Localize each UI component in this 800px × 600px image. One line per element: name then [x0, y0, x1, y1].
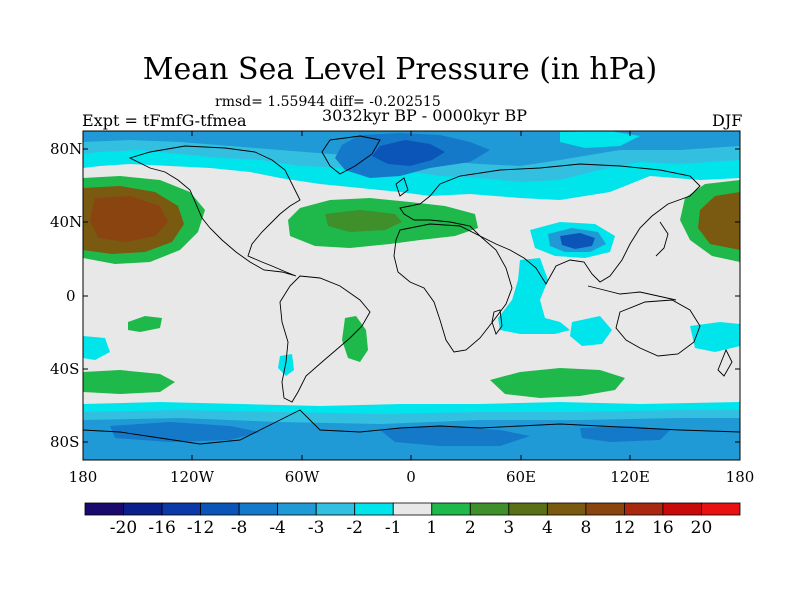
- coastlines: [83, 135, 740, 445]
- npacific-brown-east: [698, 192, 740, 250]
- colorbar-swatch: [123, 502, 163, 516]
- colorbar-swatch: [585, 502, 625, 516]
- coast-antarctica: [83, 409, 740, 445]
- indian-cyan-2: [570, 316, 612, 346]
- chile-cyan: [278, 354, 294, 376]
- colorbar-swatch: [469, 502, 510, 516]
- antarctic-deep-blue: [110, 422, 260, 442]
- southern-green-west: [83, 370, 175, 394]
- colorbar-swatch: [392, 502, 433, 516]
- southern-green-east: [490, 368, 625, 398]
- lon-label-120w: 120W: [169, 468, 215, 486]
- colorbar-swatch: [277, 502, 317, 516]
- colorbar-swatch: [315, 502, 356, 516]
- colorbar-label: -20: [109, 518, 138, 538]
- colorbar-swatch: [662, 502, 702, 516]
- colorbar-label: -3: [307, 518, 325, 538]
- map-title: Mean Sea Level Pressure (in hPa): [142, 52, 658, 87]
- asia-core: [560, 233, 595, 249]
- colorbar-label: -1: [384, 518, 402, 538]
- axis-ticks: [83, 131, 740, 460]
- lat-label-40s: 40S: [50, 360, 80, 378]
- lon-label-60w: 60W: [284, 468, 320, 486]
- coast-africa: [393, 223, 513, 353]
- colorbar-label: 1: [426, 518, 438, 538]
- coast-eurasia: [399, 163, 701, 285]
- antarctic-deep-blue-2: [380, 426, 530, 446]
- sw-pacific-cyan: [83, 336, 110, 360]
- coast-north-america: [128, 145, 301, 277]
- lat-label-80s: 80S: [50, 433, 80, 451]
- colorbar-label: 8: [580, 518, 592, 538]
- colorbar-label: -8: [230, 518, 248, 538]
- colorbar-swatch: [354, 502, 394, 516]
- lon-label-0: 0: [406, 468, 416, 486]
- colorbar-swatch: [508, 502, 548, 516]
- colorbar-label: -16: [148, 518, 176, 538]
- coast-south-america: [279, 275, 371, 403]
- australia-cyan: [690, 322, 740, 352]
- colorbar-label: 4: [541, 518, 553, 538]
- stats-text: rmsd= 1.55944 diff= -0.202515: [215, 94, 441, 110]
- natlantic-dark-green: [325, 210, 402, 232]
- satlantic-green: [342, 316, 368, 362]
- npacific-core-west: [90, 196, 168, 242]
- pressure-field: [83, 131, 740, 460]
- antarctic-deep-blue-3: [580, 426, 670, 442]
- coast-japan: [655, 221, 669, 257]
- lon-label-180w: 180: [68, 468, 98, 486]
- lon-label-120e: 120E: [610, 468, 650, 486]
- lat-label-80n: 80N: [50, 140, 83, 158]
- lat-label-0: 0: [66, 287, 76, 305]
- arctic-core-blue: [372, 140, 445, 166]
- lon-label-180e: 180: [725, 468, 755, 486]
- period-label: 3032kyr BP - 0000kyr BP: [322, 106, 527, 125]
- colorbar-label: -2: [346, 518, 363, 538]
- colorbar-swatch: [701, 502, 741, 516]
- colorbar-swatch: [200, 502, 240, 516]
- colorbar-swatch: [84, 502, 124, 516]
- colorbar-label: 16: [652, 518, 674, 538]
- colorbar-label: 2: [464, 518, 476, 538]
- lon-label-60e: 60E: [505, 468, 537, 486]
- colorbar-label: -4: [269, 518, 286, 538]
- coast-new-zealand: [717, 348, 733, 377]
- colorbar-label: 20: [690, 518, 713, 538]
- colorbar-label: 3: [503, 518, 515, 538]
- colorbar-swatch: [161, 502, 201, 516]
- season-label: DJF: [712, 111, 743, 130]
- colorbar-swatch: [238, 502, 279, 516]
- experiment-label: Expt = tFmfG-tfmea: [82, 111, 247, 130]
- coast-australia: [615, 299, 701, 357]
- indian-cyan: [498, 258, 570, 334]
- colorbar: [84, 502, 741, 516]
- coast-uk: [395, 177, 409, 197]
- lat-label-40n: 40N: [50, 213, 83, 231]
- colorbar-label: 12: [613, 518, 636, 538]
- coast-madagascar: [491, 309, 503, 335]
- spacific-green: [128, 316, 162, 332]
- colorbar-label: -12: [186, 518, 215, 538]
- arctic-cyan-patch: [560, 131, 640, 148]
- coast-greenland: [321, 135, 381, 175]
- colorbar-swatch: [624, 502, 664, 516]
- colorbar-swatch: [431, 502, 471, 516]
- coast-indonesia: [587, 285, 677, 301]
- colorbar-swatch: [546, 502, 587, 516]
